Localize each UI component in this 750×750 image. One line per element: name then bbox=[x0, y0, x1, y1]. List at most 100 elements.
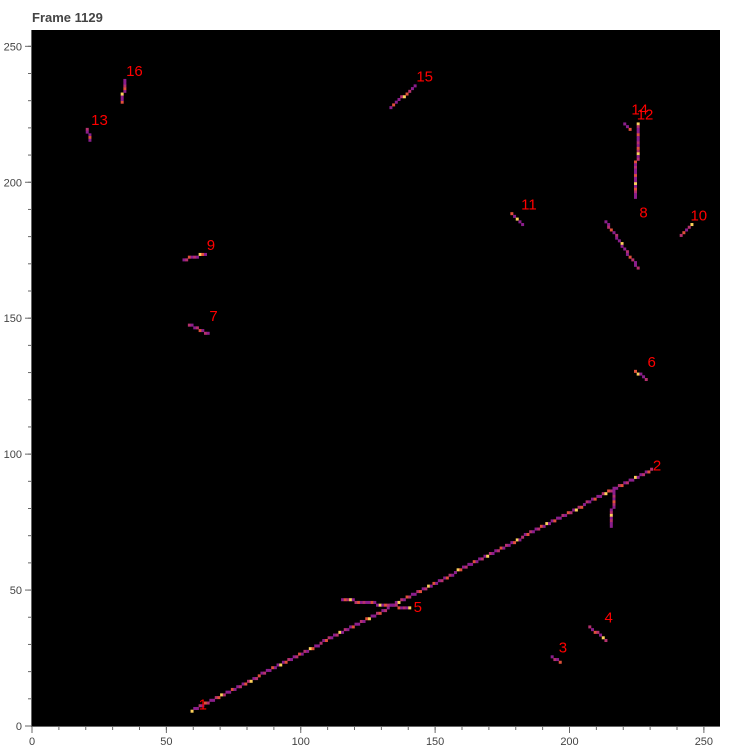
track-hit bbox=[190, 255, 194, 259]
y-tick-label: 250 bbox=[4, 41, 22, 53]
track-hit bbox=[316, 644, 320, 648]
track-hit bbox=[566, 511, 570, 515]
track-hit bbox=[472, 560, 476, 564]
track-hit bbox=[625, 125, 629, 129]
track-hit bbox=[85, 127, 89, 131]
track-hit bbox=[634, 184, 637, 188]
track-hit bbox=[510, 212, 514, 216]
track-hit bbox=[402, 606, 406, 610]
track-hit bbox=[330, 636, 334, 640]
track-hit bbox=[376, 603, 379, 607]
track-hit bbox=[384, 603, 388, 607]
track-hit bbox=[437, 579, 441, 583]
track-hit bbox=[642, 473, 646, 477]
track-hit bbox=[343, 598, 347, 602]
track-hit bbox=[612, 503, 616, 507]
track-hit bbox=[284, 660, 288, 664]
track-hit bbox=[628, 255, 632, 259]
track-hit bbox=[599, 494, 603, 498]
track-hit bbox=[421, 587, 425, 591]
track-hit bbox=[335, 633, 339, 637]
track-hit bbox=[376, 611, 379, 615]
track-hit bbox=[182, 258, 186, 262]
track-hit bbox=[467, 562, 471, 566]
track-hit bbox=[494, 549, 498, 553]
track-hit bbox=[265, 668, 269, 672]
track-hit bbox=[252, 677, 256, 681]
track-hit bbox=[343, 628, 347, 632]
track-hit bbox=[378, 611, 382, 615]
track-hit bbox=[591, 628, 594, 632]
track-hit bbox=[327, 636, 331, 640]
y-tick-label: 150 bbox=[4, 313, 22, 325]
track-hit bbox=[475, 560, 479, 564]
x-tick-label: 250 bbox=[695, 736, 713, 748]
track-hit bbox=[679, 233, 683, 237]
track-hit bbox=[238, 685, 242, 689]
y-tick-label: 0 bbox=[16, 721, 22, 733]
axes: 0 50 100 150 200 250 0 50 100 150 200 250 bbox=[4, 30, 720, 748]
track-hit bbox=[198, 329, 202, 333]
track-hit bbox=[448, 573, 452, 577]
track-hit bbox=[432, 581, 436, 585]
track-hit bbox=[303, 649, 307, 653]
track-hit bbox=[214, 696, 218, 700]
track-hit bbox=[478, 557, 482, 561]
y-tick-label: 200 bbox=[4, 177, 22, 189]
track-hit bbox=[636, 122, 640, 126]
track-hit bbox=[561, 513, 565, 517]
y-tick-label: 50 bbox=[10, 585, 22, 597]
track-hit bbox=[636, 155, 640, 159]
track-hit bbox=[338, 630, 342, 634]
track-hit bbox=[636, 266, 640, 270]
track-hit bbox=[564, 513, 568, 517]
track-hit bbox=[556, 516, 560, 520]
track-hit bbox=[518, 220, 522, 224]
track-hit bbox=[636, 157, 640, 161]
track-hit bbox=[359, 619, 363, 623]
track-hit bbox=[634, 182, 637, 186]
track-hit bbox=[634, 165, 637, 169]
track-hit bbox=[190, 709, 194, 713]
track-hit bbox=[346, 598, 350, 602]
track-hit bbox=[612, 494, 616, 498]
track-hit bbox=[362, 600, 366, 604]
cluster-label: 7 bbox=[209, 308, 217, 325]
track-hit bbox=[636, 138, 640, 142]
track-hit bbox=[687, 225, 691, 229]
track-hit bbox=[510, 541, 514, 545]
track-hit bbox=[185, 258, 189, 262]
track-hit bbox=[636, 372, 640, 376]
track-hit bbox=[615, 486, 619, 490]
track-hit bbox=[394, 600, 398, 604]
track-hit bbox=[88, 136, 92, 140]
track-hit bbox=[634, 193, 637, 197]
track-hit bbox=[349, 598, 353, 602]
track-hit bbox=[558, 516, 562, 520]
cluster-label: 6 bbox=[647, 354, 655, 371]
track-hit bbox=[636, 136, 640, 140]
cluster-label: 11 bbox=[521, 196, 537, 213]
track-hit bbox=[550, 519, 554, 523]
track-hit bbox=[408, 595, 412, 599]
track-hit bbox=[373, 600, 377, 604]
track-hit bbox=[609, 228, 613, 232]
track-hit bbox=[631, 258, 635, 262]
track-hit bbox=[378, 603, 382, 607]
track-hit bbox=[405, 606, 409, 610]
track-hit bbox=[400, 95, 404, 99]
track-hit bbox=[201, 252, 205, 256]
track-hit bbox=[88, 138, 92, 142]
track-hit bbox=[120, 95, 124, 99]
track-hit bbox=[521, 223, 525, 227]
x-tick-label: 150 bbox=[426, 736, 444, 748]
track-hit bbox=[639, 473, 643, 477]
track-hit bbox=[556, 658, 560, 662]
track-hit bbox=[244, 682, 248, 686]
track-hit bbox=[588, 500, 592, 504]
track-hit bbox=[572, 508, 576, 512]
track-hit bbox=[625, 252, 629, 256]
track-hit bbox=[609, 513, 613, 517]
track-hit bbox=[515, 538, 519, 542]
